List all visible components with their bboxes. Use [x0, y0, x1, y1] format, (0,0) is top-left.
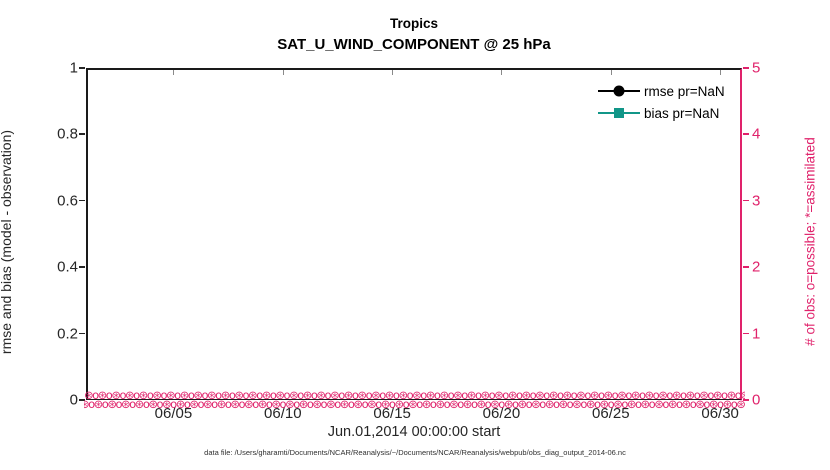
x-tick-mark [173, 70, 175, 75]
right-y-tick-mark [743, 266, 749, 268]
right-y-tick-label: 2 [752, 258, 761, 276]
x-tick-mark [501, 70, 503, 75]
data-file-caption: data file: /Users/gharamti/Documents/NCA… [204, 448, 626, 457]
left-y-tick-mark [79, 133, 85, 135]
x-tick-mark [610, 70, 612, 75]
right-y-axis-label: # of obs: o=possible; *=assimilated [802, 137, 818, 346]
x-tick-label: 06/20 [482, 405, 521, 422]
right-y-tick-mark [743, 67, 749, 69]
right-y-tick-mark [743, 399, 749, 401]
right-y-tick-mark [743, 332, 749, 335]
chart-subtitle: SAT_U_WIND_COMPONENT @ 25 hPa [277, 36, 551, 53]
left-y-tick-mark [79, 199, 85, 202]
right-y-tick-mark [743, 133, 749, 135]
legend-item: bias pr=NaN [598, 102, 725, 124]
right-y-tick-mark [743, 199, 749, 202]
left-y-axis-label: rmse and bias (model - observation) [0, 129, 14, 355]
left-y-tick-label: 0 [69, 391, 78, 409]
right-y-tick-label: 0 [752, 391, 761, 409]
legend-item: rmse pr=NaN [598, 80, 725, 102]
plot-area [86, 68, 742, 400]
right-y-tick-label: 4 [752, 125, 761, 143]
circle-marker-icon [613, 85, 625, 97]
left-y-tick-mark [79, 67, 85, 69]
left-y-tick-mark [79, 332, 85, 335]
x-axis-label: Jun.01,2014 00:00:00 start [327, 424, 501, 440]
obs-count-marker-band: ⊛o⊛o⊛o⊛o⊛o⊛o⊛o⊛o⊛o⊛o⊛o⊛o⊛o⊛o⊛o⊛o⊛o⊛o⊛o⊛o… [84, 391, 745, 409]
legend-line [598, 108, 640, 118]
left-y-tick-label: 1 [69, 59, 78, 77]
left-y-tick-label: 0.6 [57, 192, 78, 210]
left-y-tick-label: 0.2 [57, 325, 78, 343]
square-marker-icon [614, 108, 624, 118]
left-y-tick-label: 0.8 [57, 125, 78, 143]
x-tick-mark [720, 70, 722, 75]
right-y-tick-label: 1 [752, 325, 761, 343]
x-tick-mark [282, 70, 284, 75]
chart-title: Tropics [389, 16, 438, 31]
obs-band-row: ⊛o⊛o⊛o⊛o⊛o⊛o⊛o⊛o⊛o⊛o⊛o⊛o⊛o⊛o⊛o⊛o⊛o⊛o⊛o⊛o… [84, 391, 745, 402]
obs-band-row: ⊛o⊛o⊛o⊛o⊛o⊛o⊛o⊛o⊛o⊛o⊛o⊛o⊛o⊛o⊛o⊛o⊛o⊛o⊛o⊛o… [84, 396, 745, 409]
x-tick-label: 06/15 [373, 405, 411, 422]
legend-label: rmse pr=NaN [644, 83, 725, 99]
x-tick-label: 06/10 [264, 405, 302, 422]
legend-label: bias pr=NaN [644, 105, 720, 121]
x-tick-mark [392, 70, 394, 75]
right-y-tick-label: 5 [752, 59, 761, 77]
left-y-tick-label: 0.4 [57, 258, 78, 276]
x-tick-label: 06/25 [592, 405, 630, 422]
x-tick-label: 06/30 [701, 405, 739, 422]
right-y-tick-label: 3 [752, 192, 761, 210]
x-tick-label: 06/05 [154, 405, 193, 422]
legend-line [598, 85, 640, 97]
left-y-tick-mark [79, 266, 85, 268]
left-y-tick-mark [79, 399, 85, 401]
legend: rmse pr=NaN bias pr=NaN [598, 80, 725, 124]
